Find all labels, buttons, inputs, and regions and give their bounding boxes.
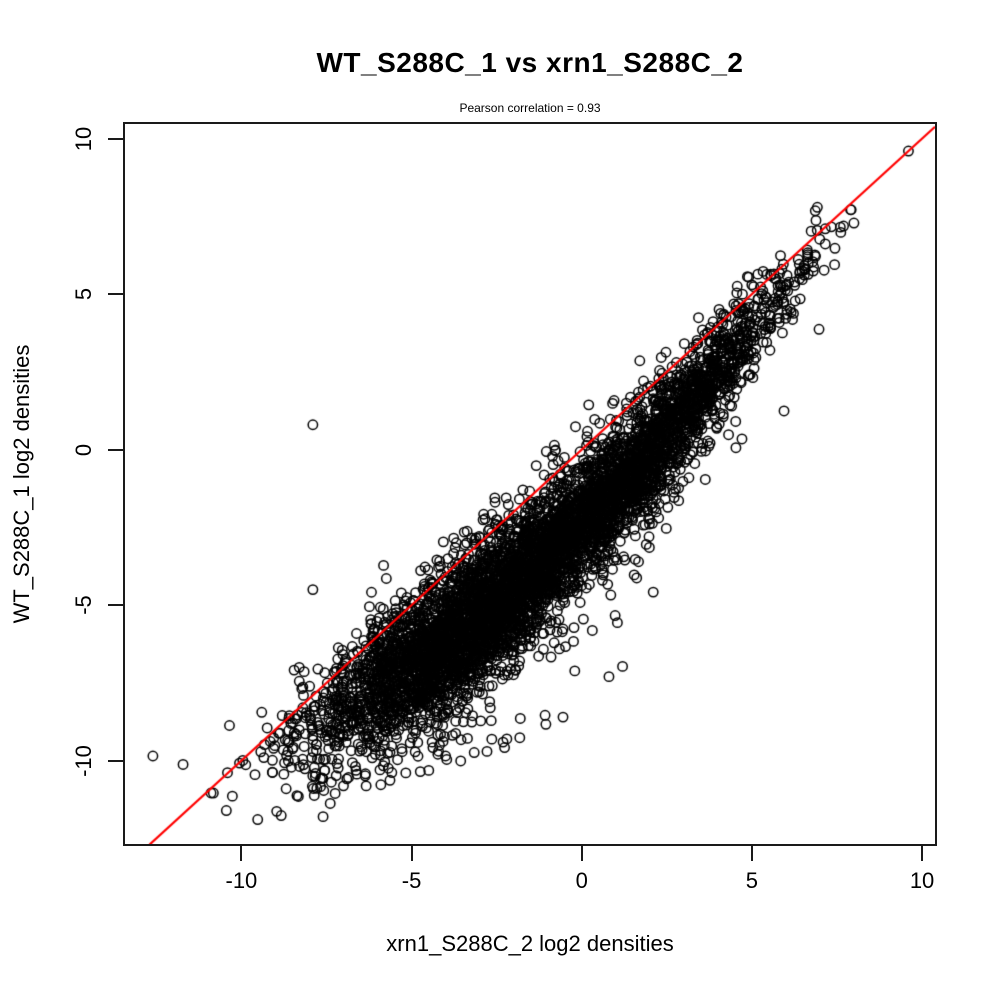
y-tick-label: 0 [71, 443, 96, 456]
pearson-correlation-subtitle: Pearson correlation = 0.93 [459, 101, 601, 115]
scatter-canvas [125, 124, 935, 844]
x-tick-label: 0 [575, 868, 588, 893]
x-tick-mark [410, 846, 413, 861]
y-tick-mark [108, 448, 123, 451]
y-tick-mark [108, 293, 123, 296]
y-tick-mark [108, 604, 123, 607]
x-axis-label: xrn1_S288C_2 log2 densities [386, 931, 674, 956]
y-tick-label: -10 [71, 744, 96, 777]
x-tick-label: -5 [401, 868, 422, 893]
x-tick-mark [240, 846, 243, 861]
x-tick-label: -10 [225, 868, 258, 893]
plot-area [123, 122, 937, 846]
x-tick-label: 5 [745, 868, 759, 893]
y-tick-label: 5 [71, 288, 96, 301]
y-tick-mark [108, 137, 123, 140]
y-tick-label: -5 [71, 595, 96, 615]
y-axis-label: WT_S288C_1 log2 densities [9, 344, 34, 624]
x-tick-mark [750, 846, 753, 861]
y-tick-label: 10 [71, 126, 96, 151]
y-tick-mark [108, 759, 123, 762]
x-tick-mark [921, 846, 924, 861]
x-tick-label: 10 [909, 868, 935, 893]
x-tick-mark [580, 846, 583, 861]
plot-title: WT_S288C_1 vs xrn1_S288C_2 [316, 47, 744, 78]
